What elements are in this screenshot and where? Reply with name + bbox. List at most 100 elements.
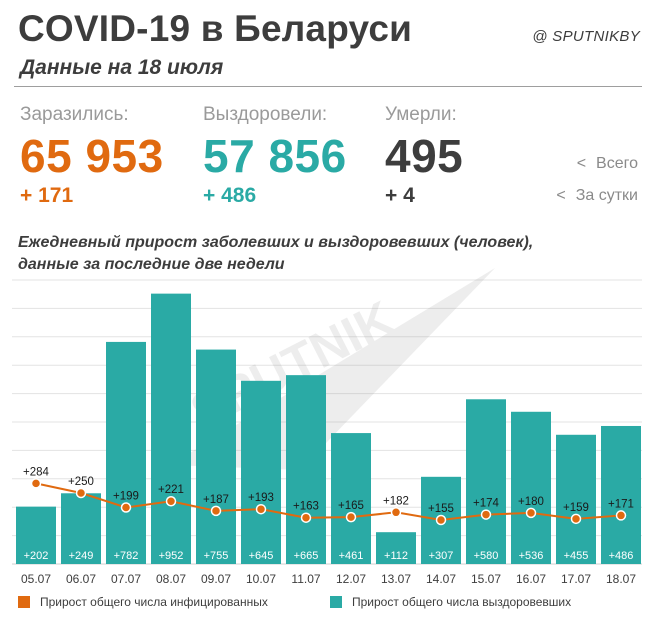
x-tick-label: 06.07 bbox=[66, 572, 96, 586]
bar-value-label: +307 bbox=[429, 550, 454, 562]
bar-value-label: +112 bbox=[384, 550, 408, 562]
bar-recovered bbox=[151, 293, 191, 564]
chart-caption: Ежедневный прирост заболевших и выздоров… bbox=[18, 232, 533, 276]
infected-point-label: +163 bbox=[293, 501, 319, 513]
bar-value-label: +249 bbox=[69, 550, 94, 562]
bar-recovered bbox=[331, 433, 371, 564]
bar-value-label: +486 bbox=[609, 550, 634, 562]
header-divider bbox=[14, 86, 642, 87]
x-tick-label: 14.07 bbox=[426, 572, 456, 586]
bar-recovered bbox=[556, 434, 596, 564]
x-tick-label: 15.07 bbox=[471, 572, 501, 586]
infected-point-label: +180 bbox=[518, 496, 544, 508]
infected-point bbox=[615, 510, 627, 521]
bar-value-label: +755 bbox=[204, 550, 229, 562]
infected-point-label: +221 bbox=[158, 484, 184, 496]
infected-point bbox=[570, 513, 582, 525]
stat-recovered-daily: + 486 bbox=[203, 184, 257, 207]
chart-caption-line2: данные за последние две недели bbox=[18, 256, 285, 273]
infected-point-label: +193 bbox=[248, 492, 274, 504]
x-tick-label: 13.07 bbox=[381, 572, 411, 586]
x-tick-label: 09.07 bbox=[201, 572, 231, 586]
x-tick-label: 18.07 bbox=[606, 572, 636, 586]
stat-recovered-total: 57 856 bbox=[203, 130, 347, 182]
bar-value-label: +645 bbox=[249, 550, 274, 562]
infected-point-label: +174 bbox=[473, 498, 500, 510]
chart-caption-line1: Ежедневный прирост заболевших и выздоров… bbox=[18, 234, 534, 251]
arrow-left-icon: < bbox=[556, 187, 566, 204]
bar-value-label: +202 bbox=[24, 550, 49, 562]
infected-point bbox=[165, 495, 177, 507]
bar-recovered bbox=[16, 506, 56, 564]
infected-point-label: +182 bbox=[383, 495, 409, 507]
bar-recovered bbox=[511, 411, 551, 564]
bar-value-label: +455 bbox=[564, 550, 589, 562]
infected-point-label: +284 bbox=[23, 466, 50, 478]
infected-line-path bbox=[35, 482, 622, 521]
stat-legend-daily: < За сутки bbox=[556, 187, 638, 205]
infected-point bbox=[435, 514, 447, 526]
infected-point-label: +171 bbox=[608, 498, 634, 510]
bar-recovered bbox=[286, 375, 326, 564]
brand-handle: @ SPUTNIKBY bbox=[532, 28, 640, 45]
infected-point bbox=[480, 509, 492, 520]
x-tick-label: 11.07 bbox=[291, 572, 320, 586]
infected-point bbox=[255, 503, 267, 515]
page-subtitle: Данные на 18 июля bbox=[20, 56, 224, 79]
bar-recovered bbox=[376, 532, 416, 564]
stat-deaths-daily: + 4 bbox=[385, 184, 415, 207]
legend-recovered-label: Прирост общего числа выздоровевших bbox=[352, 595, 572, 609]
stat-legend-daily-label: За сутки bbox=[575, 187, 638, 204]
bar-recovered bbox=[106, 341, 146, 564]
stat-infected: Заразились: 65 953 + 171 bbox=[20, 104, 164, 208]
infected-point-label: +155 bbox=[428, 503, 454, 515]
stat-recovered-label: Выздоровели: bbox=[203, 104, 328, 125]
arrow-left-icon: < bbox=[576, 155, 587, 172]
recovered-bar-labels: +202 +249 +782 +952 +755 +645 +665 +461 +112 +307… bbox=[24, 550, 634, 562]
bar-value-label: +580 bbox=[474, 550, 499, 562]
x-tick-label: 10.07 bbox=[246, 572, 276, 586]
infected-point bbox=[30, 478, 42, 489]
infected-point bbox=[525, 507, 537, 519]
bar-value-label: +665 bbox=[294, 550, 319, 562]
infected-point-label: +199 bbox=[113, 490, 139, 502]
stat-deaths-total: 495 bbox=[385, 130, 464, 182]
x-tick-label: 07.07 bbox=[111, 572, 141, 586]
stat-deaths: Умерли: 495 + 4 bbox=[385, 104, 463, 208]
x-tick-label: 08.07 bbox=[156, 572, 186, 586]
bar-recovered bbox=[196, 349, 236, 564]
x-tick-label: 17.07 bbox=[561, 572, 591, 586]
stat-recovered: Выздоровели: 57 856 + 486 bbox=[203, 104, 347, 208]
infected-point bbox=[390, 507, 402, 518]
x-tick-label: 05.07 bbox=[21, 572, 51, 586]
infected-point bbox=[75, 487, 87, 499]
infected-point-label: +250 bbox=[68, 476, 94, 488]
infected-point bbox=[345, 511, 357, 523]
stat-legend-total: < Всего bbox=[577, 155, 638, 173]
page-title: COVID-19 в Беларуси bbox=[18, 8, 413, 49]
legend-infected-label: Прирост общего числа инфицированных bbox=[40, 595, 268, 609]
stat-infected-daily: + 171 bbox=[20, 184, 74, 207]
bar-recovered bbox=[601, 425, 641, 564]
stat-infected-total: 65 953 bbox=[20, 130, 164, 182]
infected-point-label: +187 bbox=[203, 494, 229, 506]
x-tick-label: 12.07 bbox=[336, 572, 366, 586]
x-axis-labels: 05.07 06.07 07.07 08.07 09.07 10.07 11.07 12.07… bbox=[21, 572, 636, 586]
infected-point bbox=[300, 512, 312, 523]
legend-infected-swatch bbox=[18, 596, 30, 608]
x-tick-label: 16.07 bbox=[516, 572, 546, 586]
recovered-bars bbox=[16, 293, 641, 564]
infected-point-label: +165 bbox=[338, 500, 364, 512]
bar-value-label: +952 bbox=[159, 550, 184, 562]
infected-line bbox=[30, 478, 627, 526]
bar-value-label: +461 bbox=[339, 550, 364, 562]
infected-point bbox=[120, 502, 132, 513]
legend-recovered: Прирост общего числа выздоровевших bbox=[330, 595, 571, 609]
bar-value-label: +536 bbox=[519, 550, 544, 562]
legend-infected: Прирост общего числа инфицированных bbox=[18, 595, 268, 609]
infected-point-labels: +284 +250 +199 +221 +187 +193 +163 +165 +182 +155… bbox=[23, 466, 634, 515]
stat-infected-label: Заразились: bbox=[20, 104, 129, 125]
legend-recovered-swatch bbox=[330, 596, 342, 608]
stat-legend-total-label: Всего bbox=[596, 155, 638, 172]
